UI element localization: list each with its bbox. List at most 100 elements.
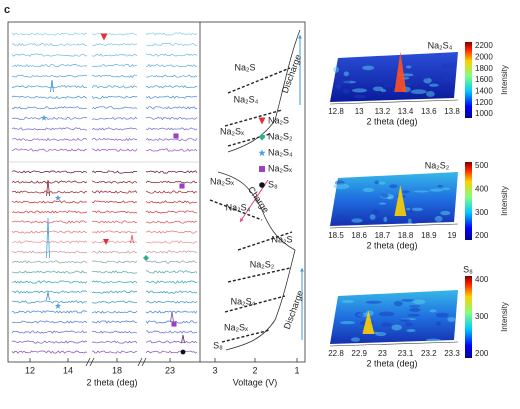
- surface-texture: [343, 71, 350, 77]
- phase-label: Na₂S: [234, 62, 255, 72]
- x-tick-label: 13.2: [375, 107, 391, 116]
- axis: [329, 341, 459, 347]
- surface-texture: [374, 180, 379, 185]
- xrd-pattern: [11, 116, 88, 120]
- surface-texture: [371, 209, 380, 215]
- surface-texture: [443, 75, 452, 82]
- xrd-pattern: [145, 230, 198, 234]
- surface-plot: [330, 172, 458, 226]
- surface-texture: [408, 307, 421, 313]
- surface-texture: [405, 322, 413, 327]
- phase-label: Na₂Sₓ: [220, 126, 244, 136]
- xrd-pattern: [11, 137, 88, 142]
- surface-peak: [362, 310, 375, 334]
- xrd-pattern: [11, 106, 88, 110]
- x-tick-label: 18.8: [398, 231, 414, 240]
- x-tick-label: 13.8: [444, 107, 460, 116]
- surface-texture: [429, 309, 437, 313]
- surface-texture: [351, 70, 360, 75]
- surface-texture: [369, 214, 376, 220]
- xrd-pattern: [11, 74, 88, 78]
- voltage-curve: [227, 29, 301, 153]
- xrd-pattern: [145, 190, 198, 194]
- surface-texture: [409, 305, 421, 308]
- surface-peak: [394, 185, 407, 216]
- x-tick-label: 1: [294, 365, 299, 375]
- x-tick-label: 23: [378, 349, 387, 358]
- marker: [259, 166, 265, 172]
- x-tick-label: 12: [25, 365, 35, 375]
- xrd-pattern: [145, 63, 198, 68]
- xrd-pattern: [11, 210, 88, 214]
- phase-label: Na₂S₂: [425, 160, 450, 170]
- colorbar: [465, 162, 472, 240]
- x-tick-label: 18.7: [375, 231, 391, 240]
- surface-texture: [378, 181, 386, 185]
- surface-texture: [406, 208, 411, 211]
- surface-texture: [378, 202, 387, 205]
- x-axis-label: 2 theta (deg): [366, 116, 417, 126]
- x-tick-label: 23.1: [398, 349, 414, 358]
- xrd-pattern: [145, 170, 198, 174]
- surface-texture: [413, 190, 429, 193]
- phase-label: Na₂Sₓ: [210, 176, 234, 186]
- xrd-pattern: [91, 340, 138, 344]
- surface-texture: [380, 193, 389, 198]
- surface-plot: [330, 51, 458, 102]
- phase-label: Na₂Sₓ: [224, 322, 248, 332]
- axis-break: [85, 357, 147, 367]
- colorbar-tick-label: 400: [475, 275, 489, 284]
- surface: [330, 52, 458, 102]
- surface-texture: [353, 94, 366, 99]
- x-tick-label: 13: [355, 107, 364, 116]
- xrd-pattern: [145, 42, 198, 47]
- xrd-pattern: [145, 180, 198, 184]
- x-tick-label: 23: [165, 365, 175, 375]
- xrd-pattern: [145, 290, 198, 294]
- xrd-pattern: [145, 85, 198, 89]
- xrd-pattern: [145, 95, 198, 99]
- xrd-pattern: [91, 310, 138, 314]
- xrd-pattern: [11, 350, 88, 354]
- legend-label: Na₂S₂: [268, 131, 293, 141]
- phase-label: Na₂S₄: [428, 40, 453, 50]
- voltage-curve: [217, 171, 296, 351]
- x-tick-label: 14: [63, 365, 73, 375]
- arrowhead: [298, 35, 302, 39]
- surface-texture: [378, 311, 395, 317]
- xrd-pattern: [91, 220, 138, 224]
- colorbar-tick-label: 1000: [475, 109, 493, 118]
- axis: [329, 99, 459, 105]
- xrd-pattern: [11, 53, 88, 57]
- guide-line: [227, 67, 291, 94]
- xrd-pattern: [11, 180, 88, 184]
- colorbar-tick-label: 200: [475, 349, 489, 358]
- xrd-pattern: [12, 260, 88, 264]
- xrd-pattern: [11, 170, 88, 174]
- colorbar-tick-label: 300: [475, 312, 489, 321]
- marker: [179, 183, 185, 189]
- xrd-peak: [130, 234, 134, 244]
- marker: [259, 182, 265, 188]
- guide-line: [224, 295, 286, 313]
- xrd-pattern: [91, 260, 138, 264]
- xrd-pattern: [146, 330, 198, 334]
- marker: [258, 133, 266, 141]
- xrd-peak: [46, 179, 50, 197]
- xrd-pattern: [91, 85, 138, 89]
- arrowhead: [300, 268, 304, 272]
- surface-texture: [406, 329, 416, 333]
- x-tick-label: 18: [112, 365, 122, 375]
- xrd-pattern: [11, 148, 88, 152]
- xrd-pattern: [145, 148, 198, 152]
- surface-texture: [393, 300, 403, 307]
- x-tick-label: 23.2: [421, 349, 437, 358]
- frame: [7, 21, 306, 363]
- surface-texture: [333, 66, 340, 73]
- colorbar-tick-label: 400: [475, 184, 489, 193]
- xrd-pattern: [91, 42, 138, 46]
- x-tick-label: 22.8: [328, 349, 344, 358]
- x-tick-label: 23.3: [444, 349, 460, 358]
- xrd-pattern: [91, 230, 138, 234]
- xrd-peak: [50, 79, 54, 93]
